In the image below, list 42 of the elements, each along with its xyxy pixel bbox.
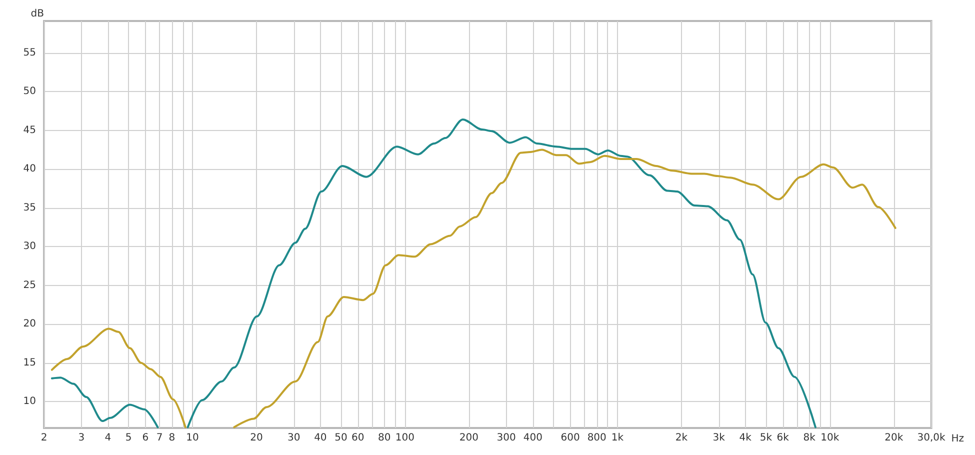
- x-tick-label: 4: [104, 432, 112, 444]
- x-tick-label: 60: [351, 432, 364, 444]
- x-tick-label: 2: [40, 432, 48, 444]
- x-tick-label: 3k: [712, 432, 726, 444]
- x-tick-label: 8: [168, 432, 176, 444]
- x-tick-label: 600: [560, 432, 580, 444]
- y-axis-title: dB: [30, 8, 44, 20]
- y-tick-label: 40: [23, 164, 36, 175]
- x-tick-label: 100: [395, 432, 415, 444]
- x-tick-label: 80: [378, 432, 391, 444]
- y-tick-label: 50: [23, 86, 36, 98]
- y-tick-label: 35: [23, 202, 36, 214]
- x-tick-label: 3: [78, 432, 85, 444]
- x-tick-label: 4k: [739, 432, 752, 444]
- y-tick-label: 55: [23, 47, 36, 58]
- y-tick-label: 25: [23, 280, 36, 291]
- x-tick-label: 30,0k: [917, 432, 946, 444]
- x-tick-label: 5k: [760, 432, 772, 444]
- x-tick-label: 2k: [675, 432, 688, 444]
- x-tick-label: 800: [587, 432, 606, 444]
- x-tick-label: 6k: [776, 432, 790, 444]
- x-tick-label: 50: [334, 432, 348, 444]
- y-tick-label: 15: [23, 357, 36, 368]
- x-tick-label: 6: [142, 432, 149, 444]
- x-tick-label: 7: [156, 432, 163, 444]
- x-tick-label: 300: [496, 432, 516, 444]
- x-tick-label: 20: [250, 432, 263, 444]
- y-tick-label: 45: [23, 124, 36, 136]
- y-tick-label: 30: [23, 241, 36, 252]
- x-tick-label: 1k: [611, 432, 624, 444]
- x-tick-label: 200: [459, 432, 478, 444]
- x-tick-label: 30: [288, 432, 300, 444]
- x-tick-label: 40: [314, 432, 327, 444]
- x-axis-title: Hz: [951, 434, 964, 444]
- y-tick-label: 10: [23, 396, 36, 408]
- x-tick-label: 10k: [820, 432, 840, 444]
- x-tick-label: 10: [186, 432, 199, 444]
- y-tick-label: 20: [23, 318, 36, 330]
- x-tick-label: 8k: [803, 432, 816, 444]
- x-tick-label: 5: [125, 432, 132, 444]
- x-tick-label: 20k: [884, 432, 904, 444]
- x-tick-label: 400: [523, 432, 542, 444]
